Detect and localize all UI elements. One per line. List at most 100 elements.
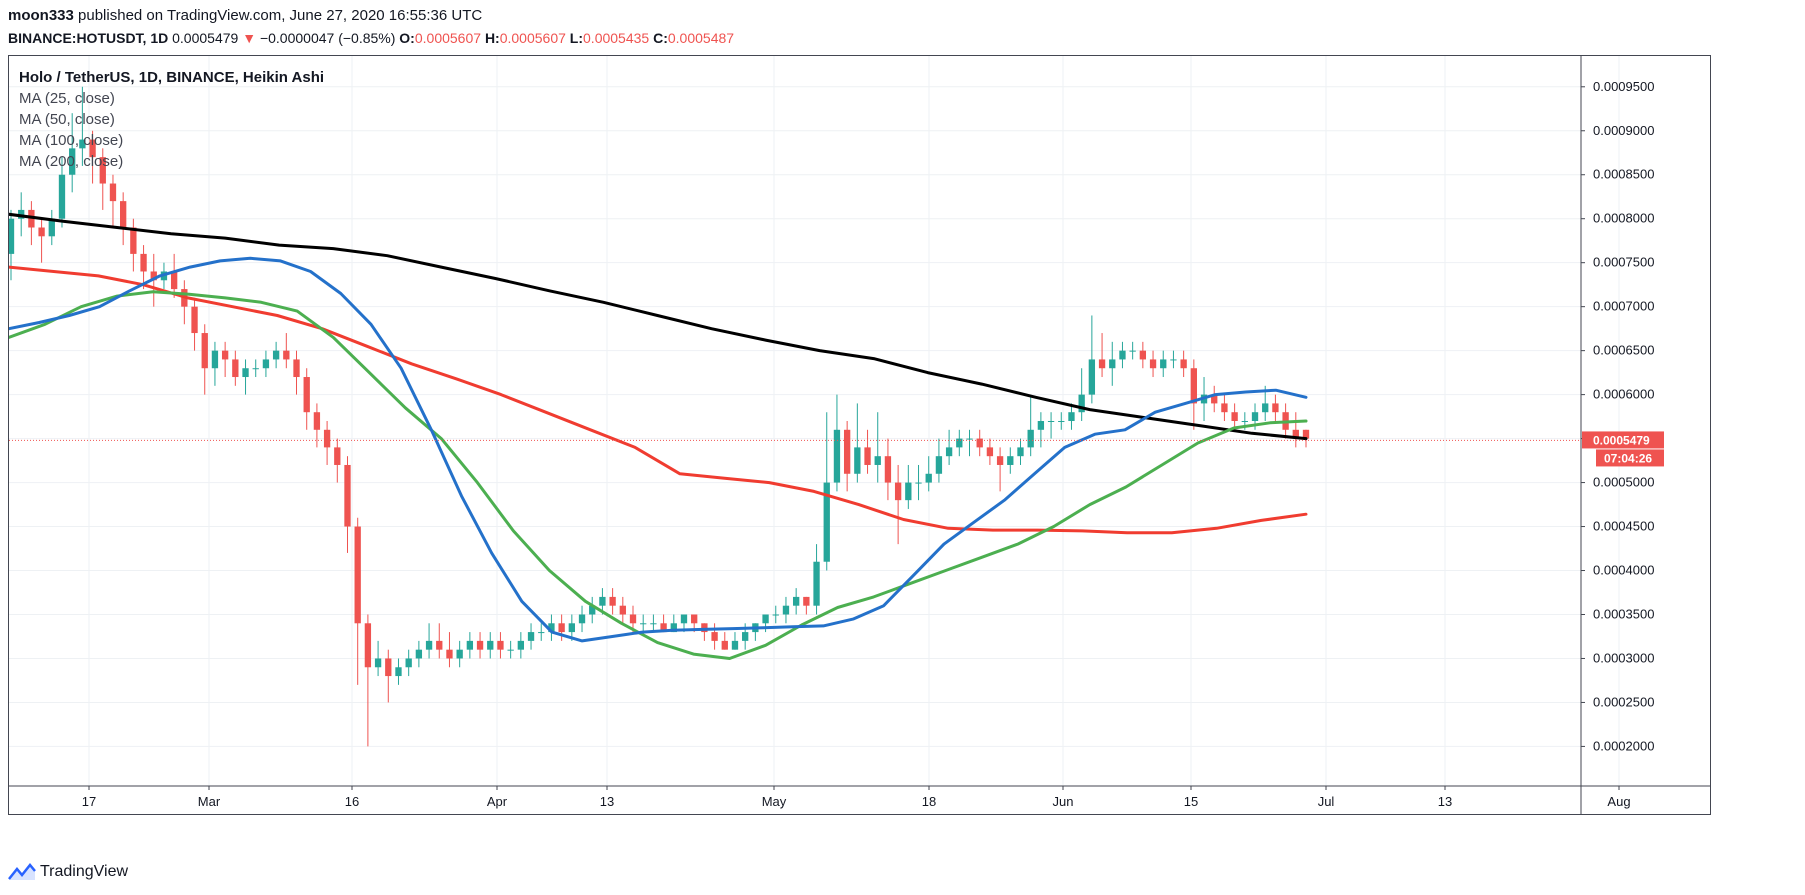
candle-body — [436, 640, 443, 650]
author-name: moon333 — [8, 7, 74, 24]
candle-body — [507, 649, 514, 651]
last-price-tag-label: 0.0005479 — [1593, 433, 1650, 447]
x-tick-label: Apr — [487, 794, 508, 809]
close-label: C: — [653, 30, 668, 46]
footer-brand[interactable]: TradingView — [8, 860, 128, 884]
countdown-tag — [1596, 449, 1664, 467]
candle-body — [334, 447, 341, 465]
y-tick-label: 0.0009000 — [1593, 123, 1654, 138]
candle-body — [395, 667, 402, 677]
candle-body — [1231, 412, 1238, 421]
candle-body — [874, 456, 881, 465]
candle-body — [660, 623, 667, 633]
y-tick-label: 0.0002000 — [1593, 738, 1654, 753]
legend-ma50[interactable]: MA (50, close) — [19, 111, 115, 128]
x-tick-label: 15 — [1184, 794, 1198, 809]
candle-body — [446, 649, 453, 659]
candle-body — [558, 623, 565, 633]
y-tick-label: 0.0002500 — [1593, 694, 1654, 709]
candle-body — [803, 596, 810, 606]
chart-canvas[interactable]: 0.0009500 0.0009000 0.0008500 0.0008000 0.00… — [9, 56, 1711, 815]
candle-body — [1292, 429, 1299, 439]
candle-body — [1190, 368, 1197, 404]
candle-body — [466, 640, 474, 650]
x-tick-label: 16 — [345, 794, 359, 809]
candle-body — [772, 614, 779, 616]
ma25-line — [9, 256, 1308, 643]
candle-body — [1027, 429, 1034, 448]
candle-body — [1211, 394, 1218, 404]
x-tick-label: Mar — [198, 794, 221, 809]
candle-body — [140, 253, 147, 272]
high-label: H: — [484, 30, 500, 46]
candle-body — [1037, 421, 1045, 430]
down-arrow-icon: ▼ — [242, 30, 257, 46]
x-tick-label: Jul — [1318, 794, 1335, 809]
candle-body — [721, 640, 728, 650]
x-tick-label: 13 — [600, 794, 614, 809]
candle-body — [854, 447, 861, 474]
x-tick-label: 18 — [922, 794, 936, 809]
candle-body — [232, 359, 239, 378]
x-tick-label: May — [762, 794, 787, 809]
candle-body — [996, 456, 1004, 465]
ma50-line — [9, 290, 1308, 660]
candle-body — [1251, 412, 1259, 421]
legend-title: Holo / TetherUS, 1D, BINANCE, Heikin Ash… — [19, 69, 325, 86]
low-value: 0.0005435 — [583, 30, 650, 46]
candle-body — [130, 227, 137, 254]
price-change: −0.0000047 (−0.85%) — [259, 30, 396, 46]
candle-body — [578, 614, 586, 624]
candle-body — [456, 649, 463, 659]
brand-label: TradingView — [40, 863, 129, 880]
candle-body — [1129, 350, 1136, 352]
candle-body — [374, 658, 382, 668]
candle-body — [517, 640, 525, 650]
candle-body — [629, 614, 637, 624]
candle-body — [354, 526, 361, 624]
candle-body — [303, 377, 310, 413]
candle-body — [425, 640, 433, 650]
candle-body — [405, 658, 412, 668]
high-value: 0.0005607 — [499, 30, 566, 46]
symbol-label: BINANCE:HOTUSDT, 1D — [8, 30, 169, 46]
candle-body — [731, 640, 739, 650]
candle-body — [966, 438, 973, 440]
y-tick-label: 0.0009500 — [1593, 79, 1654, 94]
candle-body — [211, 350, 219, 369]
candle-body — [283, 350, 290, 360]
close-value: 0.0005487 — [667, 30, 735, 46]
x-tick-label: 17 — [82, 794, 96, 809]
candle-body — [487, 640, 494, 650]
candle-body — [894, 482, 902, 501]
last-price-tag — [1582, 431, 1664, 449]
candle-body — [1068, 412, 1075, 421]
legend-ma100[interactable]: MA (100, close) — [19, 132, 124, 149]
candle-body — [619, 605, 626, 615]
legend-ma200[interactable]: MA (200, close) — [19, 153, 124, 170]
chart-pane[interactable]: 0.0009500 0.0009000 0.0008500 0.0008000 0.00… — [8, 55, 1711, 815]
candle-body — [1007, 456, 1014, 465]
candle-body — [650, 623, 657, 625]
legend-ma25[interactable]: MA (25, close) — [19, 90, 115, 107]
candle-body — [782, 605, 790, 615]
publish-info: moon333 published on TradingView.com, Ju… — [8, 7, 482, 25]
low-label: L: — [569, 30, 584, 46]
candle-body — [548, 623, 555, 633]
candle-body — [1078, 394, 1085, 413]
candle-body — [191, 306, 198, 334]
open-value: 0.0005607 — [414, 30, 482, 46]
candle-body — [1272, 403, 1279, 413]
candle-body — [792, 596, 800, 606]
open-label: O: — [399, 30, 415, 46]
candle-body — [538, 632, 545, 634]
candle-body — [120, 201, 127, 228]
candle-body — [89, 139, 96, 158]
candle-body — [1149, 359, 1157, 369]
candle-body — [1262, 403, 1269, 413]
candle-body — [1302, 429, 1310, 439]
candle-body — [272, 350, 280, 360]
candle-body — [935, 456, 943, 474]
candle-body — [813, 561, 820, 606]
candle-body — [599, 596, 606, 606]
